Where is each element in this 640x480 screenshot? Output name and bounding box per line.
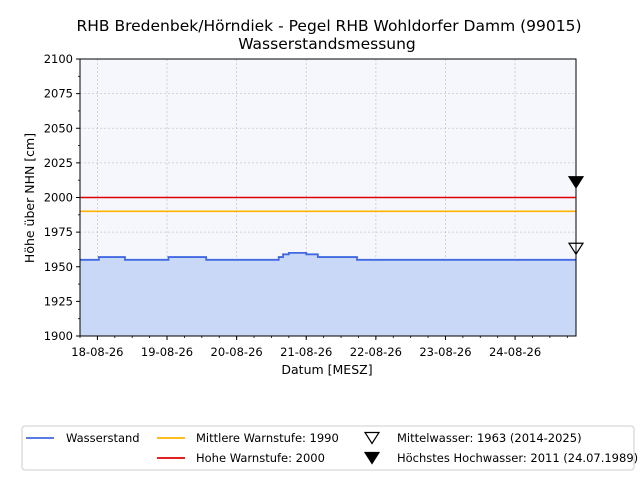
x-tick-label: 18-08-26	[71, 345, 123, 359]
y-tick-label: 2075	[44, 87, 73, 101]
water-level-line-layer	[80, 252, 576, 261]
y-tick-label: 2100	[44, 52, 73, 66]
legend-label-mean-water: Mittelwasser: 1963 (2014-2025)	[397, 431, 582, 445]
y-axis-label: Höhe über NHN [cm]	[22, 133, 37, 263]
legend-label-highest-flood: Höchstes Hochwasser: 2011 (24.07.1989)	[397, 451, 638, 465]
water-level-area	[80, 252, 576, 336]
x-tick-label: 19-08-26	[141, 345, 193, 359]
x-axis-ticks: 18-08-26 19-08-26 20-08-26 21-08-26 22-08-26…	[71, 336, 568, 359]
water-level-line	[80, 252, 576, 261]
x-tick-label: 24-08-26	[489, 345, 541, 359]
x-tick-label: 21-08-26	[280, 345, 332, 359]
chart-subtitle: Wasserstandsmessung	[238, 35, 416, 53]
chart-title: RHB Bredenbek/Hörndiek - Pegel RHB Wohld…	[76, 17, 581, 35]
legend-symbol-mean-water	[363, 431, 381, 445]
legend-box	[21, 425, 635, 471]
legend: Wasserstand Mittlere Warnstufe: 1990 Hohe …	[21, 425, 638, 471]
y-tick-label: 1950	[44, 260, 73, 274]
y-axis-ticks: 1900 1925 1950 1975 2000 2025 2050 2075 2100	[44, 52, 80, 343]
x-tick-label: 20-08-26	[211, 345, 263, 359]
x-tick-label: 23-08-26	[419, 345, 471, 359]
y-tick-label: 2050	[44, 121, 73, 135]
water-level-area-layer	[80, 252, 576, 336]
legend-label-medium-warning: Mittlere Warnstufe: 1990	[196, 431, 339, 445]
x-tick-label: 22-08-26	[350, 345, 402, 359]
legend-label-high-warning: Hohe Warnstufe: 2000	[196, 451, 325, 465]
legend-label-water-level: Wasserstand	[66, 431, 140, 445]
y-tick-label: 1975	[44, 225, 73, 239]
legend-symbol-highest-flood	[363, 451, 381, 465]
reference-lines-layer	[80, 196, 576, 213]
y-tick-label: 1925	[44, 294, 73, 308]
y-tick-label: 1900	[44, 329, 73, 343]
x-axis-label: Datum [MESZ]	[281, 362, 372, 377]
y-tick-label: 2025	[44, 156, 73, 170]
y-tick-label: 2000	[44, 191, 73, 205]
